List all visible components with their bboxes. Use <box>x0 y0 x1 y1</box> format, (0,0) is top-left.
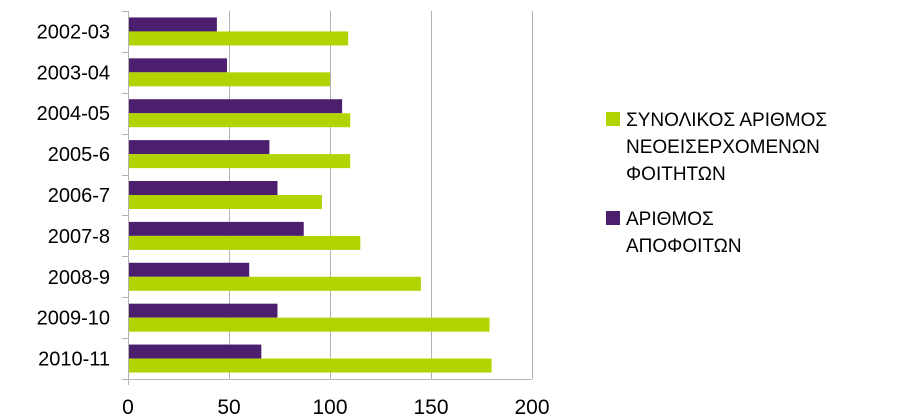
bar-graduates-2009-10 <box>129 303 278 318</box>
bar-new-students-2009-10 <box>129 317 490 332</box>
bar-graduates-2005-6 <box>129 140 270 155</box>
x-tick-labels: 0 50 100 150 200 <box>122 396 549 419</box>
category-label: 2009-10 <box>37 308 110 330</box>
bars <box>129 17 492 373</box>
category-label: 2004-05 <box>37 103 110 125</box>
category-label: 2008-9 <box>48 267 110 289</box>
category-label: 2010-11 <box>38 349 110 371</box>
legend-label: ΑΡΙΘΜΟΣ ΑΠΟΦΟΙΤΩΝ <box>626 209 742 257</box>
bar-new-students-2007-8 <box>129 235 361 250</box>
bar-graduates-2010-11 <box>129 344 262 359</box>
legend-label: ΣΥΝΟΛΙΚΟΣ ΑΡΙΘΜΟΣ ΝΕΟΕΙΣΕΡΧΟΜΕΝΩΝ ΦΟΙΤΗΤΩΝ <box>626 110 827 185</box>
x-tick-label: 200 <box>514 396 549 419</box>
x-tick-label: 100 <box>312 396 347 419</box>
category-label: 2003-04 <box>37 62 110 84</box>
category-label: 2007-8 <box>48 226 110 248</box>
legend-swatch <box>606 211 620 225</box>
bar-graduates-2008-9 <box>129 262 250 277</box>
category-label: 2006-7 <box>48 185 110 207</box>
legend-entry-graduates: ΑΡΙΘΜΟΣ ΑΠΟΦΟΙΤΩΝ <box>606 209 742 257</box>
x-tick-label: 0 <box>122 396 134 419</box>
category-label: 2005-6 <box>48 144 110 166</box>
bar-new-students-2006-7 <box>129 195 322 209</box>
bar-graduates-2002-03 <box>129 17 217 32</box>
category-labels: 2002-03 2003-04 2004-05 2005-6 2006-7 2007-8 2… <box>37 21 110 370</box>
x-tick-label: 50 <box>217 396 240 419</box>
bar-graduates-2004-05 <box>129 99 343 114</box>
bar-new-students-2010-11 <box>129 358 492 373</box>
bar-graduates-2003-04 <box>129 58 227 73</box>
bar-new-students-2004-05 <box>129 113 351 128</box>
legend-entry-new-students: ΣΥΝΟΛΙΚΟΣ ΑΡΙΘΜΟΣ ΝΕΟΕΙΣΕΡΧΟΜΕΝΩΝ ΦΟΙΤΗΤΩΝ <box>606 110 827 185</box>
bar-new-students-2008-9 <box>129 276 421 291</box>
bar-new-students-2005-6 <box>129 154 351 169</box>
bar-graduates-2007-8 <box>129 221 304 236</box>
bar-new-students-2002-03 <box>129 31 349 46</box>
category-label: 2002-03 <box>37 21 110 43</box>
bar-new-students-2003-04 <box>129 72 330 87</box>
legend-swatch <box>606 112 620 126</box>
x-tick-label: 150 <box>413 396 448 419</box>
bar-graduates-2006-7 <box>129 181 278 195</box>
legend: ΣΥΝΟΛΙΚΟΣ ΑΡΙΘΜΟΣ ΝΕΟΕΙΣΕΡΧΟΜΕΝΩΝ ΦΟΙΤΗΤΩΝ… <box>606 110 827 257</box>
axes <box>122 11 532 385</box>
